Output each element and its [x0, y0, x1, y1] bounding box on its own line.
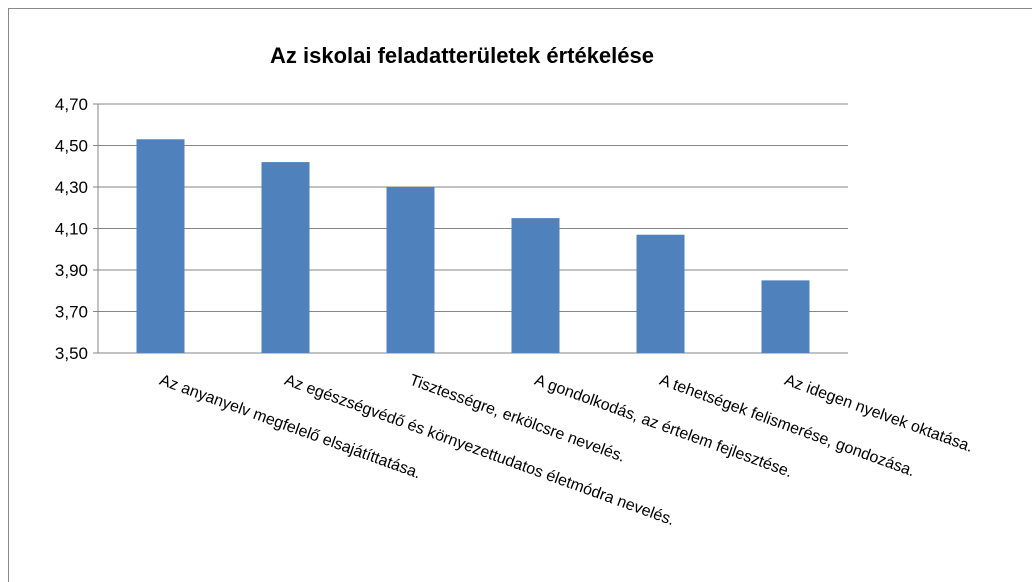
bar	[136, 139, 185, 353]
y-tick-label: 4,70	[55, 95, 88, 114]
bar	[511, 218, 560, 353]
y-tick-label: 4,50	[55, 137, 88, 156]
bar	[386, 187, 435, 353]
y-tick-label: 4,10	[55, 220, 88, 239]
chart-title: Az iskolai feladatterületek értékelése	[270, 43, 654, 68]
y-tick-label: 3,90	[55, 261, 88, 280]
y-tick-label: 3,70	[55, 303, 88, 322]
bar	[761, 280, 810, 353]
bar	[636, 234, 685, 353]
bar	[261, 162, 310, 353]
y-tick-label: 3,50	[55, 344, 88, 363]
y-tick-label: 4,30	[55, 178, 88, 197]
